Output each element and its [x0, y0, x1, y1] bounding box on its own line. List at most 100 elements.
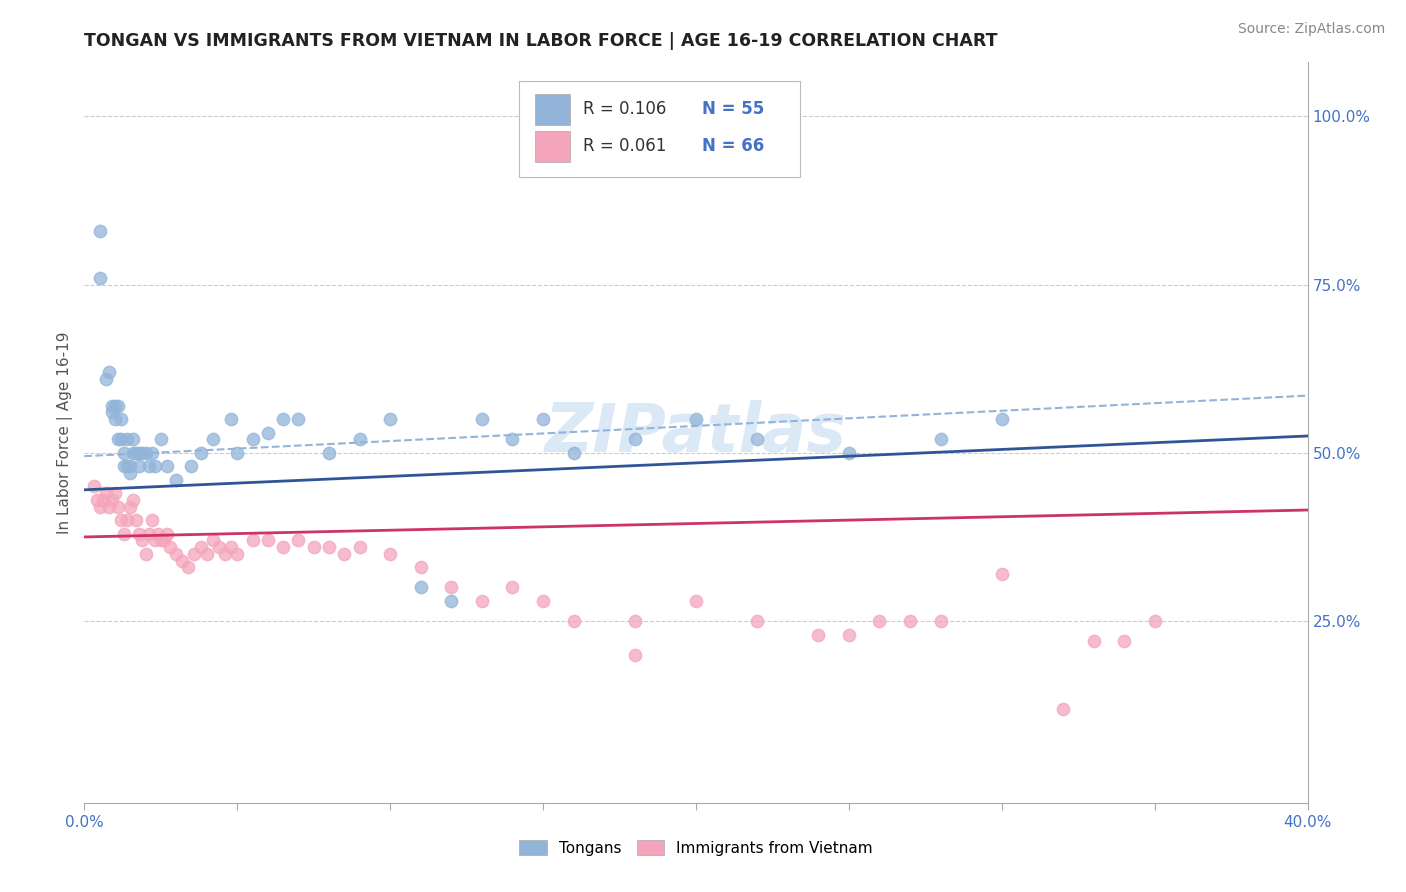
- Point: [318, 446, 340, 460]
- Point: [138, 459, 160, 474]
- Point: [471, 594, 494, 608]
- Text: R = 0.106: R = 0.106: [583, 100, 666, 118]
- Point: [135, 547, 157, 561]
- Point: [138, 526, 160, 541]
- Point: [349, 433, 371, 447]
- Point: [219, 412, 242, 426]
- Point: [991, 412, 1014, 426]
- Point: [226, 547, 249, 561]
- Point: [1052, 701, 1074, 715]
- Point: [115, 433, 138, 447]
- Point: [112, 446, 135, 460]
- Point: [110, 412, 132, 426]
- Text: ZIPatlas: ZIPatlas: [546, 400, 846, 466]
- Point: [190, 446, 212, 460]
- Point: [257, 533, 280, 548]
- Point: [135, 446, 157, 460]
- Point: [112, 526, 135, 541]
- Point: [91, 492, 114, 507]
- Point: [89, 224, 111, 238]
- Point: [685, 412, 707, 426]
- Point: [101, 399, 124, 413]
- Point: [159, 540, 181, 554]
- Point: [562, 614, 585, 628]
- Point: [562, 446, 585, 460]
- Point: [208, 540, 231, 554]
- Point: [195, 547, 218, 561]
- Y-axis label: In Labor Force | Age 16-19: In Labor Force | Age 16-19: [58, 331, 73, 534]
- Point: [380, 547, 402, 561]
- Point: [201, 433, 224, 447]
- Point: [97, 500, 120, 514]
- Text: N = 66: N = 66: [702, 137, 765, 155]
- Point: [131, 533, 153, 548]
- Point: [94, 486, 117, 500]
- Point: [1143, 614, 1166, 628]
- Point: [141, 446, 163, 460]
- Point: [146, 526, 169, 541]
- Point: [287, 533, 309, 548]
- Point: [156, 459, 179, 474]
- Point: [94, 372, 117, 386]
- Point: [122, 492, 145, 507]
- Point: [838, 627, 860, 641]
- Point: [97, 365, 120, 379]
- Point: [89, 500, 111, 514]
- Point: [287, 412, 309, 426]
- Point: [172, 553, 194, 567]
- Point: [440, 581, 463, 595]
- Point: [624, 614, 647, 628]
- Point: [128, 526, 150, 541]
- Point: [143, 459, 166, 474]
- Point: [149, 433, 172, 447]
- Point: [128, 459, 150, 474]
- Point: [929, 433, 952, 447]
- Point: [257, 425, 280, 440]
- Point: [131, 446, 153, 460]
- Point: [165, 473, 187, 487]
- Point: [869, 614, 891, 628]
- Point: [929, 614, 952, 628]
- Point: [409, 560, 432, 574]
- Point: [153, 533, 176, 548]
- Point: [149, 533, 172, 548]
- FancyBboxPatch shape: [519, 81, 800, 178]
- Point: [141, 513, 163, 527]
- Point: [409, 581, 432, 595]
- Point: [440, 594, 463, 608]
- FancyBboxPatch shape: [534, 130, 569, 161]
- Point: [107, 433, 129, 447]
- Point: [104, 486, 127, 500]
- Point: [110, 433, 132, 447]
- Point: [104, 412, 127, 426]
- Point: [101, 492, 124, 507]
- Point: [333, 547, 356, 561]
- Point: [112, 459, 135, 474]
- Point: [120, 500, 142, 514]
- Point: [624, 433, 647, 447]
- Point: [685, 594, 707, 608]
- Point: [83, 479, 105, 493]
- Point: [183, 547, 205, 561]
- Point: [107, 500, 129, 514]
- Point: [115, 459, 138, 474]
- Text: R = 0.061: R = 0.061: [583, 137, 666, 155]
- Point: [122, 446, 145, 460]
- Point: [502, 581, 524, 595]
- Point: [214, 547, 236, 561]
- Point: [89, 270, 111, 285]
- Point: [180, 459, 202, 474]
- Text: Source: ZipAtlas.com: Source: ZipAtlas.com: [1237, 22, 1385, 37]
- Point: [165, 547, 187, 561]
- Point: [898, 614, 921, 628]
- Text: TONGAN VS IMMIGRANTS FROM VIETNAM IN LABOR FORCE | AGE 16-19 CORRELATION CHART: TONGAN VS IMMIGRANTS FROM VIETNAM IN LAB…: [84, 32, 998, 50]
- Point: [110, 513, 132, 527]
- Point: [838, 446, 860, 460]
- Point: [807, 627, 830, 641]
- Point: [120, 466, 142, 480]
- Point: [471, 412, 494, 426]
- Point: [242, 433, 264, 447]
- Point: [128, 446, 150, 460]
- Point: [747, 433, 769, 447]
- Point: [177, 560, 200, 574]
